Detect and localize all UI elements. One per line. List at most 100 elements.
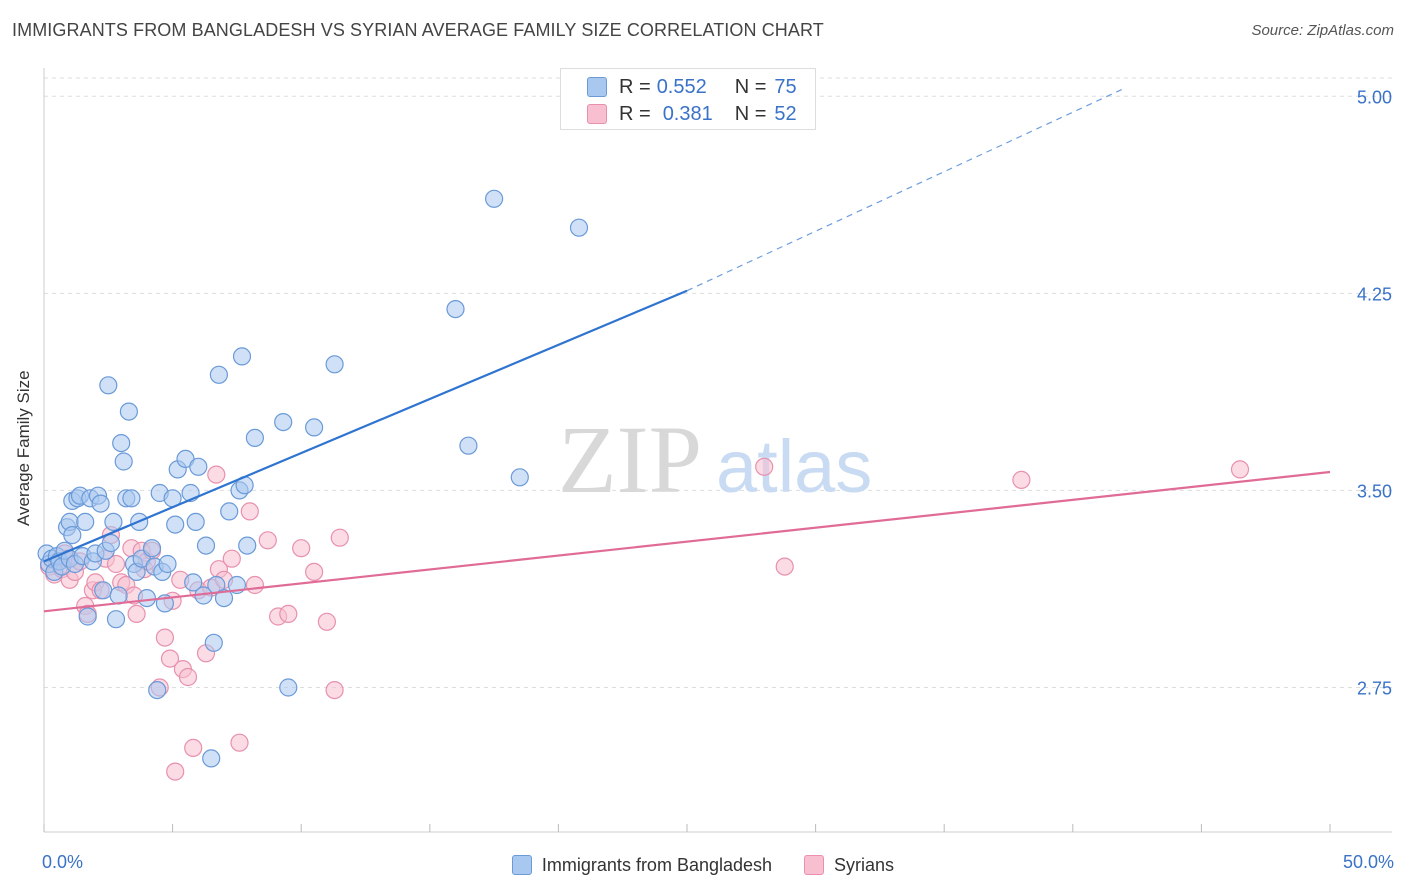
bangladesh-point (106, 610, 126, 629)
bangladesh-point (63, 525, 82, 545)
syrian-point (245, 575, 264, 595)
y-axis-title: Average Family Size (14, 370, 33, 526)
watermark: ZIP atlas (558, 406, 872, 513)
syrian-trend-line (43, 470, 1331, 613)
bangladesh-point (510, 468, 529, 487)
bangladesh-point (112, 434, 131, 453)
x-tick-label-min: 0.0% (42, 852, 84, 872)
syrian-point (127, 604, 146, 624)
bangladesh-point (137, 588, 156, 608)
bangladesh-trend-line (43, 289, 688, 563)
syrian-point (292, 539, 311, 558)
trend-lines (43, 87, 1331, 613)
legend-item-syrians[interactable]: Syrians (804, 855, 894, 876)
bangladesh-point (202, 749, 221, 768)
syrian-point (305, 562, 324, 582)
y-tick-label: 4.25 (1357, 284, 1392, 304)
source-credit: Source: ZipAtlas.com (1251, 22, 1394, 39)
bangladesh-point (446, 300, 465, 319)
watermark-atlas: atlas (716, 425, 872, 508)
bangladesh-point (204, 633, 223, 652)
legend-swatch-pink (587, 104, 607, 124)
bangladesh-point (91, 494, 110, 513)
bangladesh-point (569, 218, 589, 237)
syrian-point (279, 604, 298, 624)
bangladesh-point (184, 573, 203, 592)
y-tick-labels: 2.75 3.50 4.25 5.00 (1357, 87, 1392, 698)
syrian-point (775, 557, 794, 576)
bangladesh-point (119, 402, 138, 421)
syrian-point (222, 549, 241, 568)
legend-n-value: 52 (774, 102, 797, 125)
bangladesh-point (245, 428, 264, 447)
syrian-point (240, 502, 259, 521)
syrian-point (1230, 460, 1250, 479)
legend-label-syrians: Syrians (834, 854, 895, 875)
syrian-point (1012, 470, 1031, 489)
legend-r-value: 0.381 (662, 102, 713, 125)
legend-n-label: N = (734, 75, 767, 98)
legend-swatch-blue (511, 855, 532, 875)
bangladesh-point (189, 457, 208, 476)
bangladesh-point (238, 536, 257, 555)
legend-r-label: R = (619, 102, 651, 125)
axes (43, 68, 1392, 833)
y-tick-label: 5.00 (1357, 87, 1392, 107)
series-legend: Immigrants from Bangladesh Syrians (0, 850, 1406, 880)
bangladesh-point (166, 515, 185, 534)
syrian-point (155, 628, 174, 647)
y-tick-label: 2.75 (1357, 678, 1392, 698)
legend-swatch-blue (587, 77, 607, 97)
legend-swatch-pink (804, 855, 825, 875)
bangladesh-trend-extension (686, 87, 1125, 292)
bangladesh-point (485, 189, 504, 208)
correlation-legend: R = 0.552 N = 75 R = 0.381 N = 52 (560, 68, 816, 130)
legend-n-label: N = (734, 102, 767, 125)
y-tick-label: 3.50 (1357, 481, 1392, 501)
x-tick-label-max: 50.0% (1342, 852, 1394, 872)
bangladesh-point (232, 347, 252, 366)
syrian-point (184, 738, 203, 758)
legend-row-bangladesh: R = 0.552 N = 75 (587, 74, 797, 100)
watermark-zip: ZIP (558, 406, 702, 513)
bangladesh-point (325, 355, 344, 374)
bangladesh-point (104, 512, 123, 532)
legend-n-value: 75 (774, 75, 797, 98)
syrian-point (230, 733, 249, 752)
grid-lines (44, 77, 1392, 688)
bangladesh-point (274, 413, 293, 432)
bangladesh-point (109, 586, 128, 605)
bangladesh-point (158, 554, 177, 574)
legend-r-label: R = (619, 75, 651, 98)
syrian-point (178, 667, 198, 687)
legend-row-syrians: R = 0.381 N = 52 (587, 101, 797, 127)
syrian-point (325, 680, 344, 700)
bangladesh-point (186, 512, 205, 532)
syrian-point (330, 528, 349, 547)
bangladesh-point (279, 678, 298, 697)
bangladesh-point (94, 581, 113, 600)
bangladesh-point (99, 376, 118, 395)
bangladesh-point (142, 539, 162, 558)
syrian-point (166, 762, 185, 781)
legend-item-bangladesh[interactable]: Immigrants from Bangladesh (511, 854, 773, 876)
bangladesh-point (76, 512, 95, 532)
bangladesh-point (214, 588, 234, 608)
bangladesh-point (114, 452, 133, 471)
bangladesh-point (78, 607, 97, 626)
syrian-point (258, 531, 277, 550)
bangladesh-point (101, 533, 121, 553)
syrian-point (317, 612, 336, 631)
bangladesh-point (148, 680, 167, 700)
chart-title: IMMIGRANTS FROM BANGLADESH VS SYRIAN AVE… (12, 20, 824, 40)
bangladesh-point (122, 489, 141, 508)
bangladesh-point (196, 536, 216, 555)
legend-label-bangladesh: Immigrants from Bangladesh (541, 854, 773, 875)
bangladesh-point (305, 418, 324, 437)
syrian-point (755, 457, 774, 476)
syrian-point (207, 465, 226, 484)
bangladesh-point (209, 365, 228, 384)
legend-r-value: 0.552 (656, 75, 707, 98)
data-points (37, 189, 1250, 781)
